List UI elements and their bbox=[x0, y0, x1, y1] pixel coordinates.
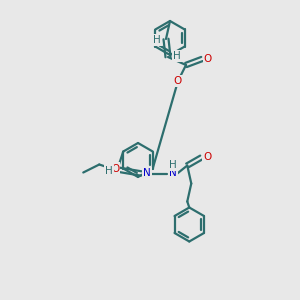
Text: O: O bbox=[204, 54, 212, 64]
Text: H: H bbox=[153, 35, 161, 45]
Text: N: N bbox=[143, 169, 151, 178]
Text: H: H bbox=[105, 167, 113, 176]
Text: O: O bbox=[203, 152, 212, 163]
Text: H: H bbox=[169, 160, 177, 170]
Text: N: N bbox=[169, 169, 177, 178]
Text: O: O bbox=[174, 76, 182, 86]
Text: H: H bbox=[173, 51, 181, 61]
Text: O: O bbox=[111, 164, 119, 173]
